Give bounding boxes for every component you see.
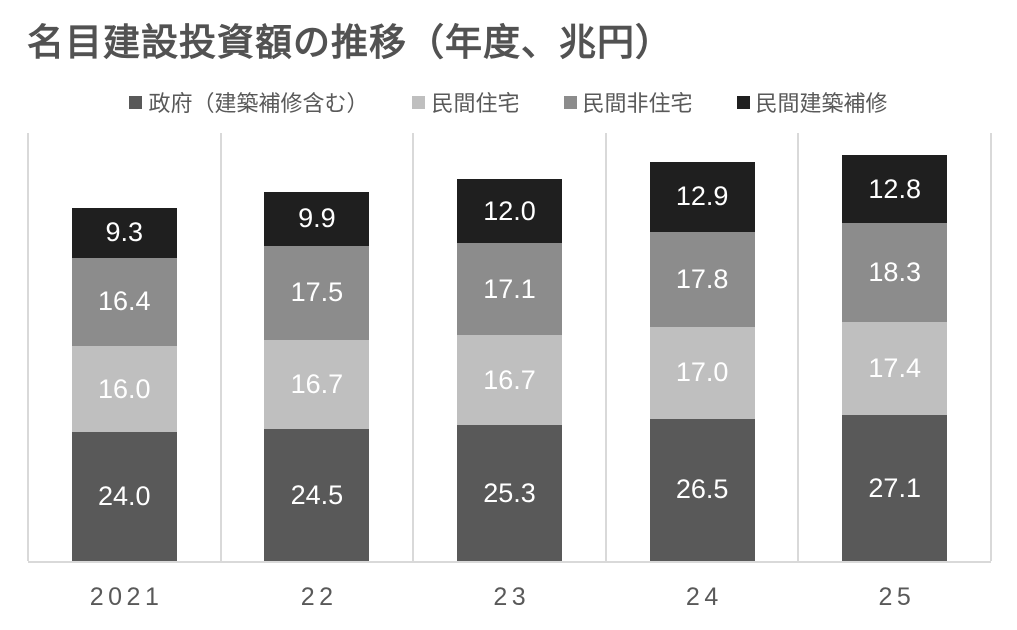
bar-segment: 12.0 — [456, 178, 562, 244]
category-slot: 25.3 16.7 17.1 12.0 — [413, 133, 606, 561]
legend-item-private-nonhousing: 民間非住宅 — [563, 86, 693, 118]
legend-label-private-nonhousing: 民間非住宅 — [582, 91, 693, 116]
x-axis: 2021 22 23 24 25 — [28, 583, 991, 612]
legend-swatch-private-nonhousing-icon — [563, 95, 577, 109]
legend-item-private-repair: 民間建築補修 — [736, 86, 888, 118]
legend-swatch-private-housing-icon — [412, 95, 426, 109]
bar-segment: 17.4 — [842, 321, 948, 416]
legend-label-private-repair: 民間建築補修 — [755, 91, 888, 116]
bar-value-label: 16.7 — [483, 364, 536, 395]
category-gridline — [219, 133, 222, 561]
bar-segment: 16.4 — [71, 257, 177, 346]
bar-value-label: 16.0 — [98, 373, 151, 404]
bar-value-label: 12.0 — [483, 195, 536, 226]
bar-value-label: 26.5 — [675, 474, 729, 505]
bar-segment: 24.0 — [71, 432, 177, 561]
legend-label-government: 政府（建築補修含む） — [148, 91, 369, 116]
category-gridline — [797, 133, 800, 561]
x-axis-label: 2021 — [89, 583, 164, 611]
bar-segment: 25.3 — [456, 425, 562, 561]
plot-area: 24.0 16.0 16.4 9.3 24.5 16.7 17.5 9.9 25.3 16.7 17… — [27, 133, 992, 563]
bar-value-label: 9.9 — [298, 203, 336, 234]
bar-segment: 17.8 — [649, 231, 755, 328]
bar-value-label: 24.0 — [98, 481, 151, 511]
category-slot: 24.0 16.0 16.4 9.3 — [28, 133, 221, 561]
stacked-bar-24: 26.5 17.0 17.8 12.9 — [649, 162, 755, 561]
x-axis-label: 25 — [878, 583, 916, 611]
category-slot: 24.5 16.7 17.5 9.9 — [221, 133, 414, 561]
bar-segment: 9.9 — [264, 192, 370, 246]
legend-swatch-private-repair-icon — [736, 95, 750, 109]
legend-label-private-housing: 民間住宅 — [431, 91, 520, 116]
bar-value-label: 17.8 — [675, 263, 729, 294]
bar-value-label: 17.1 — [483, 273, 536, 304]
bar-value-label: 16.7 — [290, 368, 344, 399]
legend-swatch-government-icon — [129, 95, 143, 109]
category-gridline — [412, 133, 415, 561]
bar-segment: 9.3 — [71, 207, 177, 258]
bar-segment: 27.1 — [842, 415, 948, 561]
bar-segment: 17.0 — [649, 327, 755, 419]
bar-segment: 12.8 — [842, 154, 948, 224]
bar-value-label: 25.3 — [483, 477, 536, 508]
category-gridline — [604, 133, 607, 561]
bar-value-label: 16.4 — [98, 286, 151, 317]
legend-item-private-housing: 民間住宅 — [412, 86, 520, 118]
bar-value-label: 24.5 — [290, 479, 344, 510]
bar-value-label: 17.4 — [868, 353, 921, 384]
bar-value-label: 27.1 — [868, 472, 921, 503]
x-axis-label: 23 — [493, 583, 531, 611]
chart-title: 名目建設投資額の推移（年度、兆円） — [27, 22, 673, 63]
bar-value-label: 12.8 — [868, 173, 921, 204]
category-slot: 27.1 17.4 18.3 12.8 — [798, 133, 991, 561]
bar-value-label: 17.0 — [675, 357, 729, 388]
bar-value-label: 9.3 — [105, 217, 144, 248]
bar-value-label: 17.5 — [290, 277, 344, 308]
bar-segment: 18.3 — [842, 223, 948, 322]
bar-segment: 17.1 — [456, 243, 562, 336]
stacked-bar-25: 27.1 17.4 18.3 12.8 — [842, 154, 948, 561]
bar-segment: 12.9 — [649, 162, 755, 232]
bar-segment: 17.5 — [264, 245, 370, 340]
bar-segment: 24.5 — [264, 429, 370, 561]
bar-segment: 16.7 — [456, 335, 562, 426]
bar-value-label: 12.9 — [675, 181, 729, 212]
stacked-bar-2021: 24.0 16.0 16.4 9.3 — [71, 207, 177, 561]
bar-value-label: 18.3 — [868, 257, 921, 288]
bar-segment: 16.0 — [71, 346, 177, 432]
stacked-bar-22: 24.5 16.7 17.5 9.9 — [264, 192, 370, 561]
bar-segment: 26.5 — [649, 418, 755, 561]
legend: 政府（建築補修含む） 民間住宅 民間非住宅 民間建築補修 — [0, 86, 1017, 118]
x-axis-label: 22 — [300, 583, 338, 611]
stacked-bar-23: 25.3 16.7 17.1 12.0 — [456, 178, 562, 561]
x-axis-label: 24 — [685, 583, 723, 611]
category-slot: 26.5 17.0 17.8 12.9 — [606, 133, 799, 561]
bar-segment: 16.7 — [264, 339, 370, 430]
category-gridline — [990, 133, 992, 561]
legend-item-government: 政府（建築補修含む） — [129, 86, 368, 118]
category-gridline — [27, 133, 29, 561]
